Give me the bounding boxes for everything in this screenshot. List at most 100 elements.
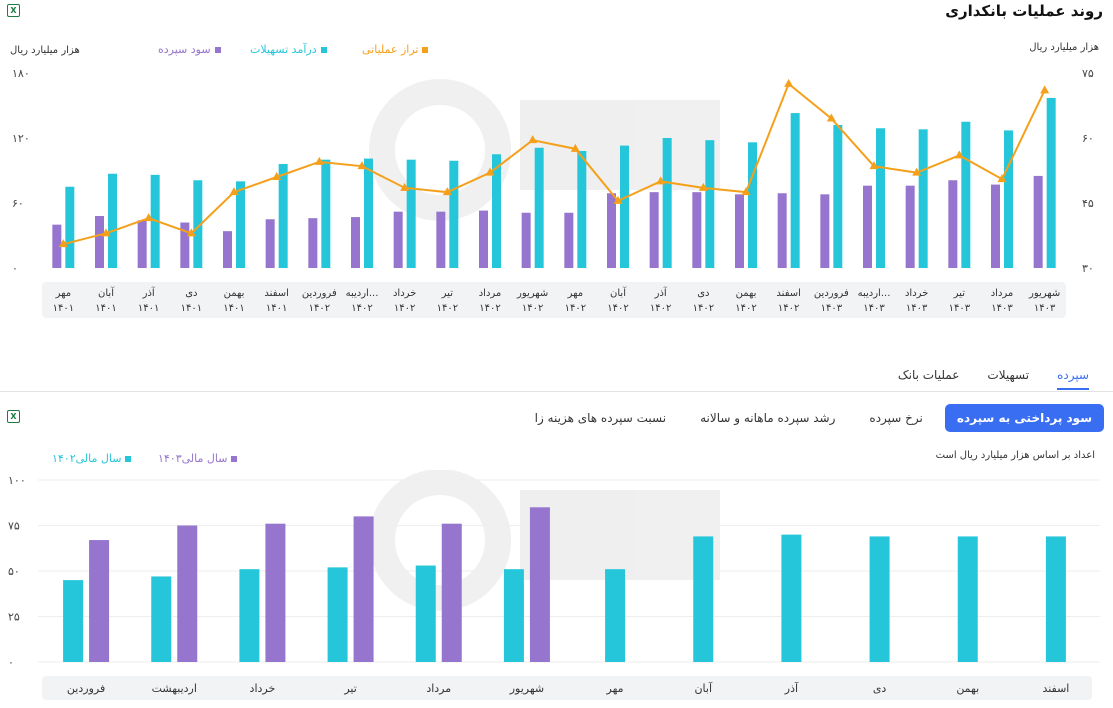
y-tick: ۷۵: [8, 520, 20, 533]
bar-fy1402: [239, 569, 260, 662]
x-tick-month: خرداد: [905, 288, 928, 299]
x-tick-month: آبان: [98, 286, 115, 299]
x-tick-month: اسفند: [264, 288, 288, 299]
x-tick-month: آبان: [610, 286, 627, 299]
x-tick-month: تیر: [441, 288, 454, 299]
pill-deposit-rate[interactable]: نرخ سپرده: [869, 411, 923, 425]
bar-facility-income: [321, 159, 331, 268]
x-tick-month: شهریور: [509, 682, 544, 695]
x-tick-month: دی: [697, 288, 709, 299]
x-tick-year: ۱۴۰۲: [607, 303, 628, 314]
bar-fy1402: [415, 565, 436, 662]
marker-operating-balance: [869, 161, 879, 170]
x-tick-year: ۱۴۰۱: [181, 303, 202, 314]
bar-fy1402: [151, 576, 172, 662]
marker-operating-balance: [613, 195, 623, 204]
marker-operating-balance: [826, 113, 836, 122]
bar-deposit-interest: [180, 222, 190, 268]
marker-operating-balance: [997, 174, 1007, 183]
x-tick-year: ۱۴۰۱: [95, 303, 116, 314]
x-tick-year: ۱۴۰۲: [565, 303, 586, 314]
marker-operating-balance: [528, 135, 538, 144]
y-tick-right: ۳۰: [1082, 262, 1094, 275]
x-tick-year: ۱۴۰۳: [906, 303, 928, 314]
pill-costly-deposit-ratio[interactable]: نسبت سپرده های هزینه زا: [534, 411, 667, 425]
bar-deposit-interest: [777, 193, 787, 268]
x-tick-year: ۱۴۰۱: [138, 303, 159, 314]
y-tick-left: ۱۸۰: [12, 67, 30, 80]
marker-operating-balance: [357, 161, 367, 170]
bar-fy1402: [605, 569, 626, 662]
bar-deposit-interest: [223, 231, 232, 268]
x-tick-month: فروردین: [814, 288, 849, 299]
x-tick-month: اردیبه...: [346, 288, 379, 299]
tab-divider: [0, 391, 1113, 392]
marker-operating-balance: [58, 239, 68, 248]
x-tick-year: ۱۴۰۳: [1034, 303, 1056, 314]
bar-fy1402: [327, 567, 348, 662]
legend-item-operating-balance[interactable]: تراز عملیاتی: [362, 43, 429, 56]
x-tick-month: مهر: [55, 288, 71, 299]
excel-export-icon[interactable]: X: [7, 4, 20, 17]
x-tick-year: ۱۴۰۳: [821, 303, 843, 314]
bar-facility-income: [705, 140, 715, 268]
watermark-logo-2: [369, 470, 720, 611]
marker-operating-balance: [272, 172, 282, 180]
x-tick-month: تیر: [953, 288, 966, 299]
bar-deposit-interest: [52, 224, 62, 268]
x-tick-month: شهریور: [1028, 288, 1060, 299]
bar-fy1402: [503, 569, 524, 662]
chart-deposit-interest: ۰ ۲۵ ۵۰ ۷۵ ۱۰۰ فروردین اردیبهشت خرداد تیر مرداد شه…: [8, 470, 1100, 700]
bar-fy1402: [869, 536, 890, 662]
x-tick-year: ۱۴۰۱: [53, 303, 74, 314]
x-tick-year: ۱۴۰۳: [863, 303, 885, 314]
bar-deposit-interest: [308, 218, 318, 268]
legend-item-fy1403[interactable]: سال مالی۱۴۰۳: [158, 452, 238, 465]
pill-deposit-growth[interactable]: رشد سپرده ماهانه و سالانه: [700, 411, 836, 425]
x-tick-month: بهمن: [736, 288, 757, 299]
tab-facilities[interactable]: تسهیلات: [987, 368, 1030, 382]
marker-operating-balance: [656, 176, 666, 185]
bar-facility-income: [492, 154, 501, 268]
marker-operating-balance: [101, 228, 111, 237]
bar-deposit-interest: [735, 194, 744, 268]
legend-swatch: [231, 455, 238, 462]
x-tick-year: ۱۴۰۲: [437, 303, 458, 314]
x-tick-month: بهمن: [224, 288, 245, 299]
legend-item-deposit-interest[interactable]: سود سپرده: [158, 43, 221, 56]
bar-deposit-interest: [649, 192, 659, 268]
bar-facility-income: [236, 181, 245, 268]
bar-facility-income: [534, 147, 544, 268]
legend-swatch: [320, 46, 327, 53]
x-tick-year: ۱۴۰۲: [778, 303, 799, 314]
x-tick-year: ۱۴۰۳: [949, 303, 971, 314]
x-tick-year: ۱۴۰۲: [394, 303, 415, 314]
bar-deposit-interest: [905, 185, 915, 268]
legend-swatch: [214, 46, 221, 53]
bar-fy1403: [265, 523, 286, 662]
bar-fy1403: [177, 525, 198, 662]
sub-tab-group: سود پرداختی به سپرده نرخ سپرده رشد سپرده…: [523, 404, 1104, 432]
tab-deposit[interactable]: سپرده: [1057, 368, 1089, 390]
bar-fy1402: [781, 534, 802, 662]
marker-operating-balance: [741, 187, 751, 196]
bar-facility-income: [961, 121, 971, 268]
bar-deposit-interest: [564, 212, 574, 268]
bar-facility-income: [65, 186, 75, 268]
tab-bank-operations[interactable]: عملیات بانک: [897, 368, 960, 382]
marker-operating-balance: [784, 78, 794, 87]
bar-deposit-interest: [692, 192, 702, 268]
bar-facility-income: [662, 138, 672, 268]
bar-deposit-interest: [137, 220, 147, 268]
bar-fy1403: [89, 540, 110, 662]
pill-deposit-interest-paid[interactable]: سود پرداختی به سپرده: [944, 404, 1104, 432]
bar-facility-income: [1004, 130, 1013, 268]
y-tick-left: ۱۲۰: [12, 132, 30, 145]
left-axis-unit: هزار میلیارد ریال: [10, 45, 80, 56]
x-axis-band: [42, 282, 1066, 318]
legend-item-fy1402[interactable]: سال مالی۱۴۰۲: [52, 452, 132, 465]
excel-export-icon-2[interactable]: X: [7, 410, 20, 423]
bar-deposit-interest: [521, 212, 531, 268]
bar-facility-income: [193, 180, 203, 268]
legend-item-facility-income[interactable]: درآمد تسهیلات: [250, 43, 327, 56]
